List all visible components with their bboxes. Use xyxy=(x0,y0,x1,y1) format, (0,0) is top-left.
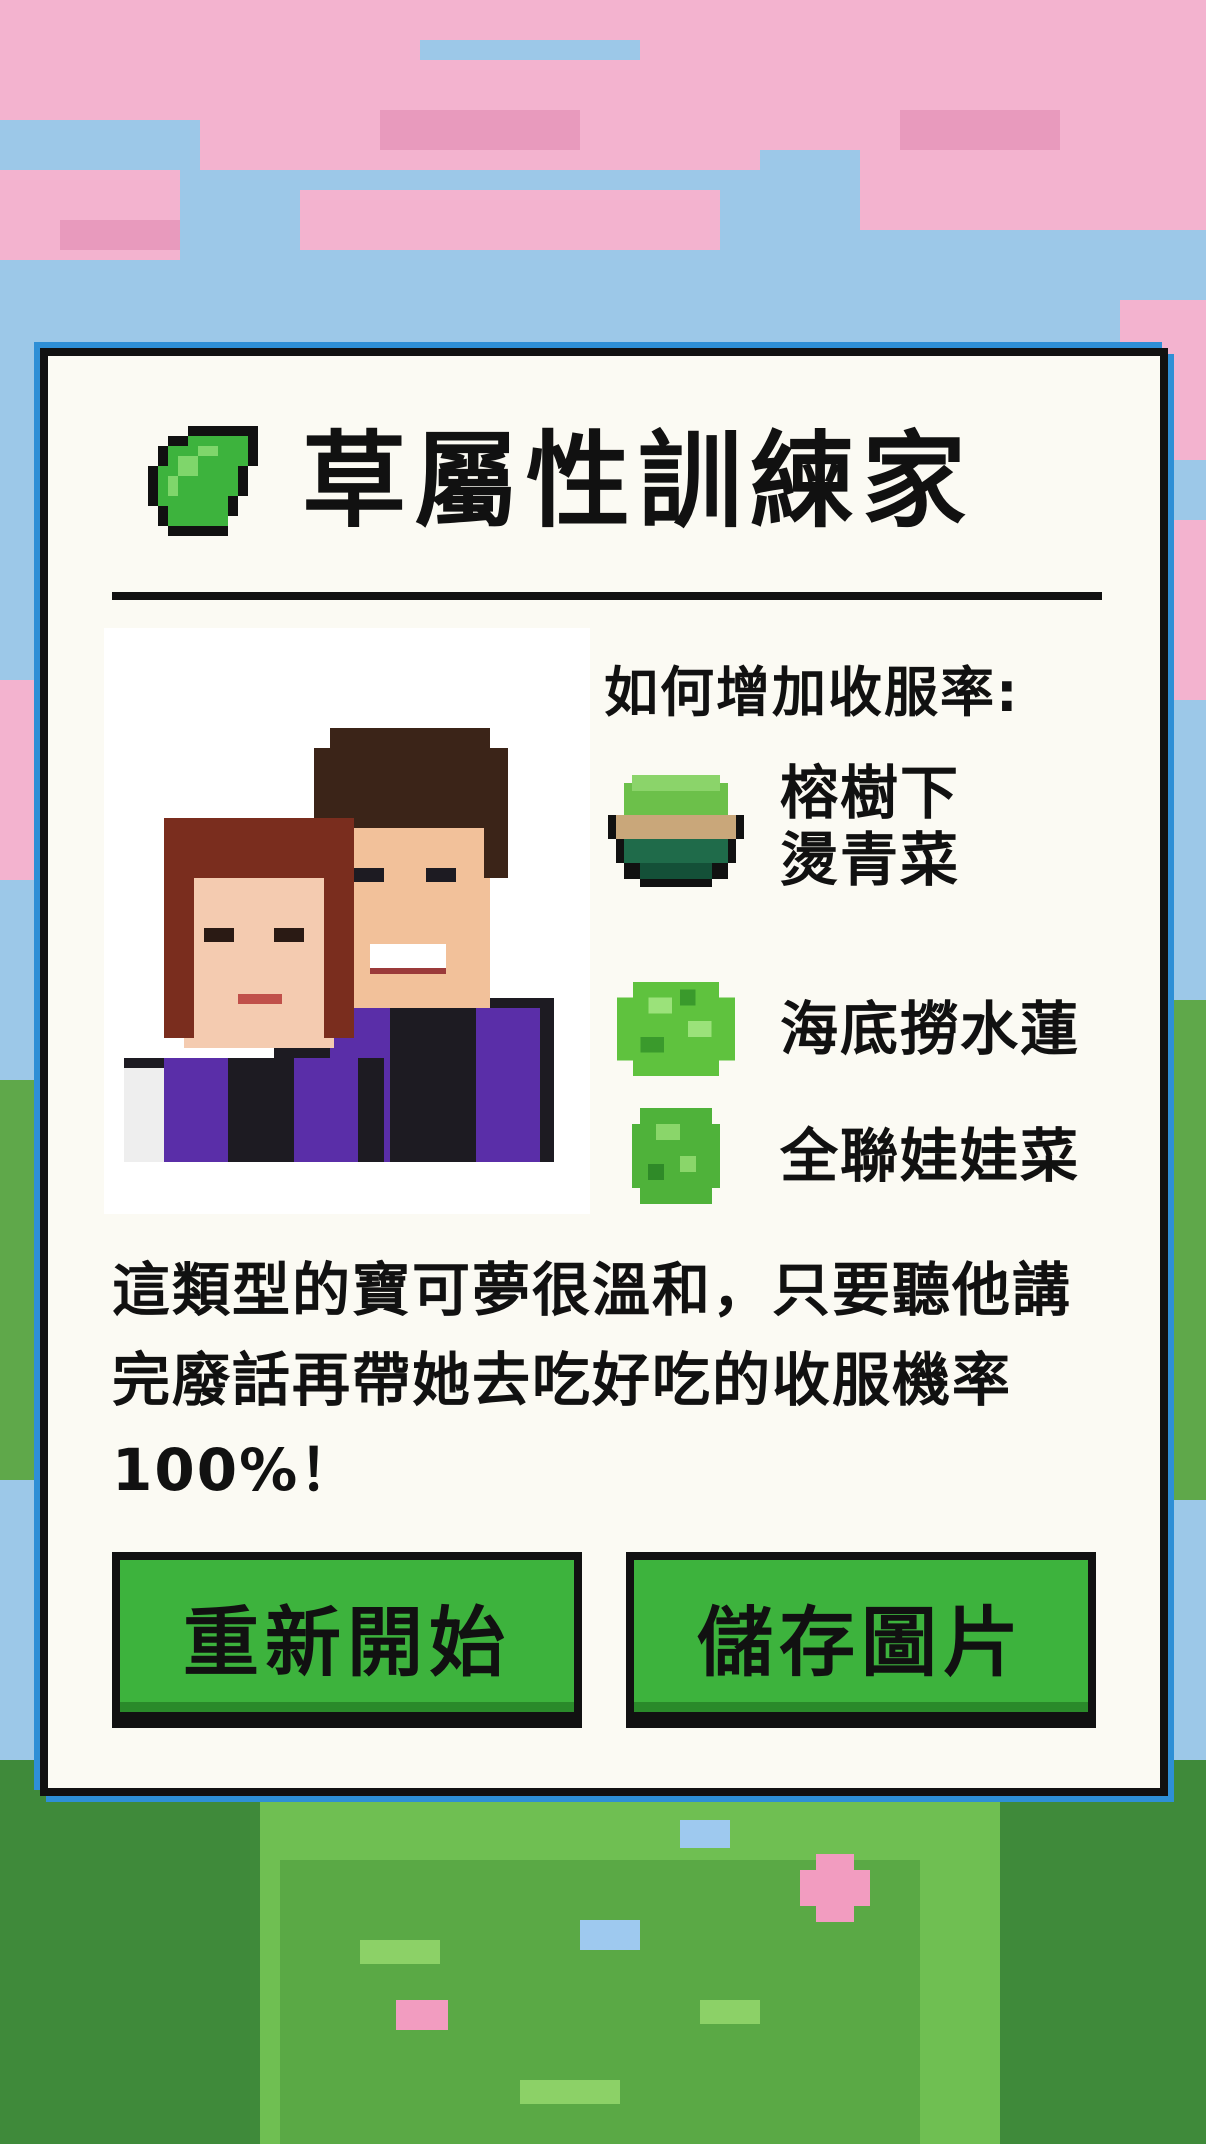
title-row: 草屬性訓練家 xyxy=(138,416,1138,546)
tip-label-cabbage: 全聯娃娃菜 xyxy=(780,1121,1081,1190)
trainer-portrait xyxy=(104,628,590,1214)
cabbage-icon xyxy=(632,1108,720,1204)
tip-label-vegetable-bowl: 榕樹下 燙青菜 xyxy=(780,759,961,894)
restart-button[interactable]: 重新開始 xyxy=(112,1552,582,1720)
tip-item-vegetable-bowl: 榕樹下 燙青菜 xyxy=(608,760,1128,893)
tip-item-cabbage: 全聯娃娃菜 xyxy=(608,1106,1128,1206)
description-text: 這類型的寶可夢很溫和，只要聽他講完廢話再帶她去吃好吃的收服機率100%！ xyxy=(112,1256,1073,1504)
vegetable-bowl-icon xyxy=(608,774,744,887)
girl-figure xyxy=(124,818,384,1162)
title-divider xyxy=(112,592,1102,600)
page-title: 草屬性訓練家 xyxy=(302,420,975,542)
tips-title: 如何增加收服率: xyxy=(604,661,1020,724)
lettuce-leaves-icon xyxy=(617,981,735,1077)
leaf-icon xyxy=(148,426,258,536)
result-card: 草屬性訓練家 xyxy=(40,348,1168,1796)
tip-item-lettuce: 海底撈水蓮 xyxy=(608,974,1128,1084)
tip-label-lettuce: 海底撈水蓮 xyxy=(780,994,1081,1063)
save-image-button[interactable]: 儲存圖片 xyxy=(626,1552,1096,1720)
